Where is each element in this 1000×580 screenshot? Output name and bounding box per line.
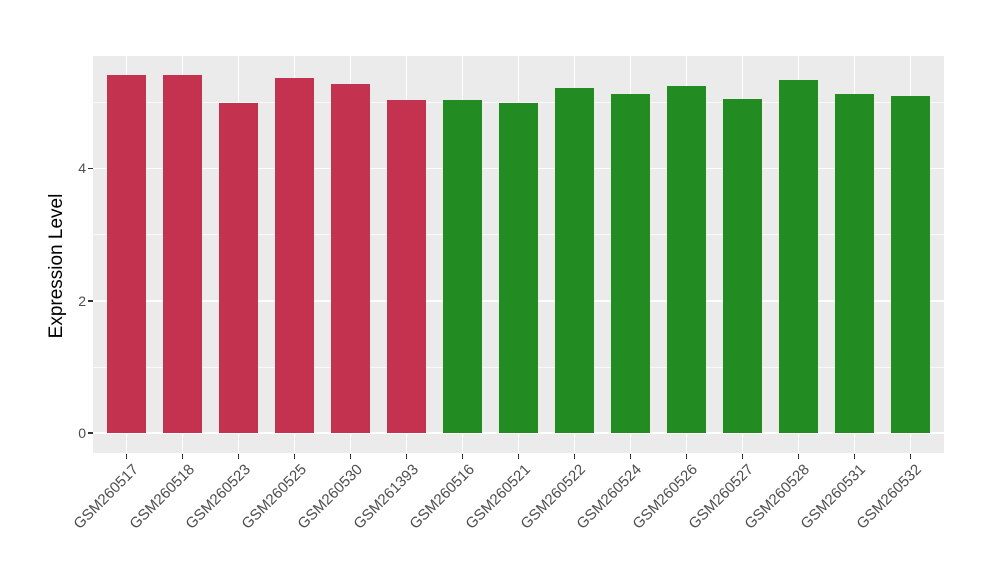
- bar-GSM260525: [274, 78, 315, 434]
- y-tick-mark: [88, 167, 93, 170]
- x-tick-mark: [293, 453, 296, 459]
- x-tick-mark: [797, 453, 800, 459]
- bar-GSM260528: [778, 80, 819, 434]
- x-tick-mark: [405, 453, 408, 459]
- x-tick-mark: [517, 453, 520, 459]
- y-tick-mark: [88, 300, 93, 302]
- x-tick-mark: [237, 453, 240, 459]
- x-tick-mark: [349, 453, 352, 459]
- bar-GSM260523: [218, 102, 259, 434]
- bar-GSM260521: [498, 102, 539, 434]
- bar-GSM260527: [722, 99, 763, 434]
- x-tick-mark: [909, 453, 912, 459]
- bar-GSM260531: [834, 93, 874, 434]
- bar-GSM260518: [162, 74, 203, 434]
- y-tick-mark: [88, 432, 93, 434]
- bar-GSM260522: [554, 87, 595, 434]
- plot-panel: [93, 56, 944, 453]
- bar-GSM260517: [106, 75, 147, 434]
- x-tick-mark: [853, 453, 856, 459]
- y-axis-title: Expression Level: [46, 193, 67, 339]
- x-tick-mark: [181, 453, 184, 459]
- bar-GSM261393: [386, 99, 427, 434]
- bar-GSM260524: [610, 93, 651, 434]
- x-tick-mark: [573, 453, 576, 459]
- x-tick-mark: [461, 453, 464, 459]
- y-tick-label: 2: [78, 292, 86, 309]
- bar-GSM260516: [442, 100, 483, 434]
- bar-GSM260526: [666, 85, 707, 434]
- y-tick-label: 0: [78, 425, 86, 442]
- y-tick-label: 4: [78, 160, 86, 177]
- x-tick-mark: [629, 453, 632, 459]
- bar-GSM260532: [890, 96, 930, 434]
- x-tick-mark: [685, 453, 688, 459]
- x-tick-mark: [741, 453, 744, 459]
- x-tick-mark: [125, 453, 128, 459]
- bar-GSM260530: [330, 83, 371, 434]
